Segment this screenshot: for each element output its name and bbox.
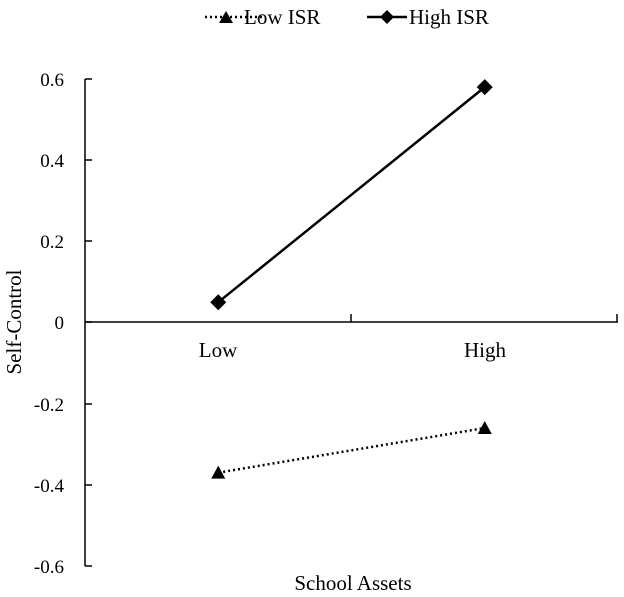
legend-marker-low-isr <box>219 11 233 23</box>
x-axis-title: School Assets <box>294 571 411 595</box>
y-tick-label: 0.6 <box>40 70 64 91</box>
y-tick-3: 0 <box>55 313 92 334</box>
y-tick-label: -0.4 <box>34 476 65 497</box>
series-line-low-isr <box>218 426 485 474</box>
y-tick-label: -0.2 <box>34 395 64 416</box>
y-tick-2: 0.2 <box>40 232 92 253</box>
data-point-high-isr-high <box>476 79 493 96</box>
y-axis-title: Self-Control <box>2 269 26 374</box>
series-line-high-isr <box>217 86 486 304</box>
data-point-low-isr-high <box>477 421 492 435</box>
legend-label-high-isr: High ISR <box>409 5 489 29</box>
y-tick-4: -0.2 <box>34 395 92 416</box>
legend-item-low-isr: Low ISR <box>205 5 320 29</box>
y-tick-label: 0.2 <box>40 232 64 253</box>
y-tick-label: -0.6 <box>34 557 64 578</box>
y-tick-label: 0 <box>55 313 65 334</box>
y-tick-5: -0.4 <box>34 476 92 497</box>
y-tick-1: 0.4 <box>40 151 92 172</box>
legend-marker-high-isr <box>380 10 394 24</box>
x-category-label-low: Low <box>199 338 238 362</box>
data-point-low-isr-low <box>211 465 226 479</box>
y-tick-label: 0.4 <box>40 151 64 172</box>
y-tick-6: -0.6 <box>34 557 92 578</box>
data-point-high-isr-low <box>210 294 227 311</box>
plot-area <box>210 79 493 479</box>
y-tick-0: 0.6 <box>40 70 92 91</box>
x-category-label-high: High <box>464 338 507 362</box>
legend-label-low-isr: Low ISR <box>244 5 320 29</box>
legend-item-high-isr: High ISR <box>367 5 489 29</box>
legend: Low ISR High ISR <box>205 5 489 29</box>
